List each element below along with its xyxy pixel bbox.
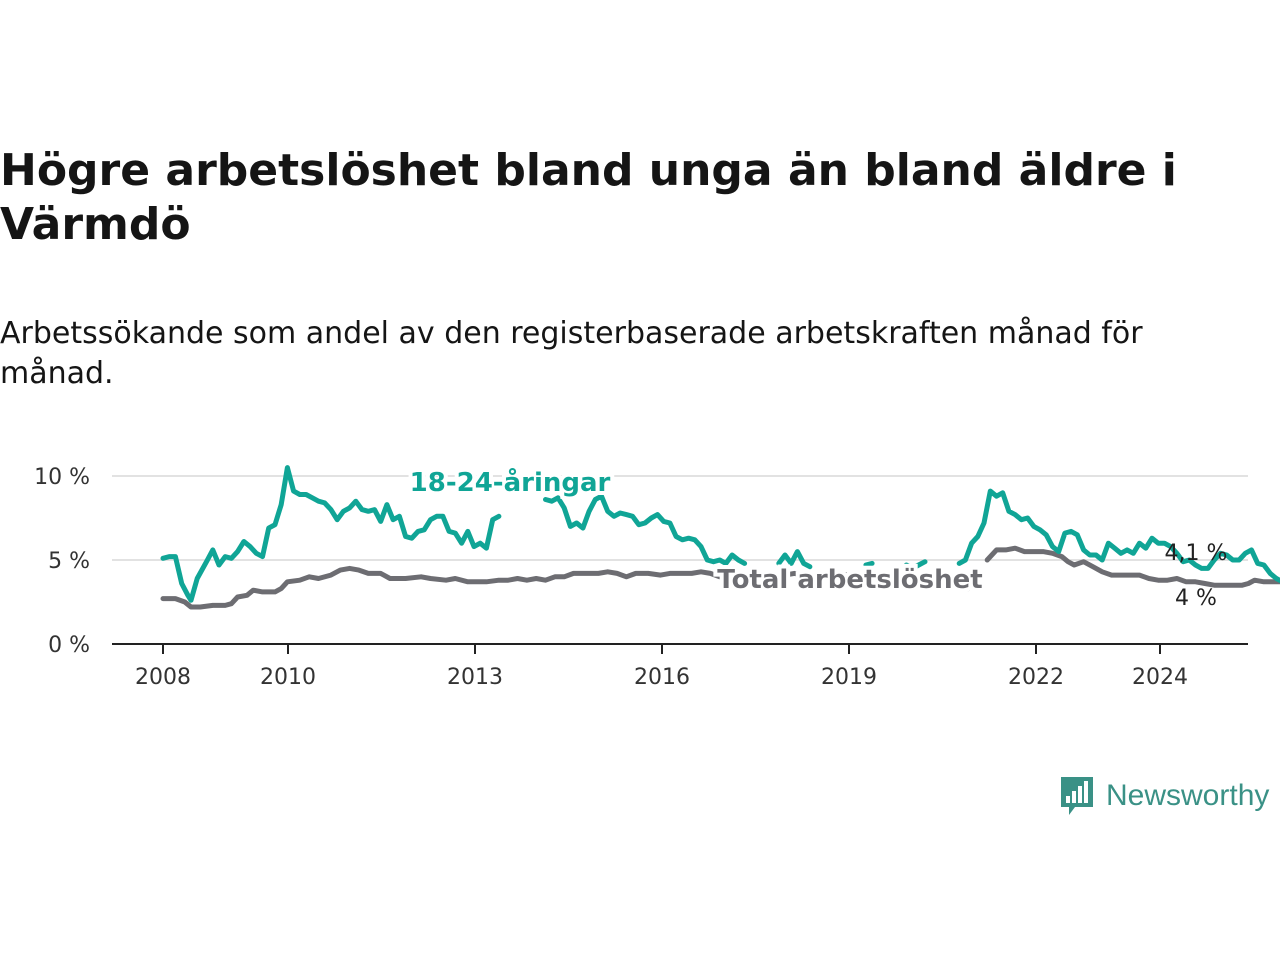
axes: 0 % 5 % 10 % 2008 2010 2013 2016 2019 2022 2024 [34,465,1248,690]
x-tick-label: 2010 [260,665,316,690]
total-series-label: Total arbetslöshet [717,565,982,595]
y-tick-label: 10 % [34,465,90,490]
newsworthy-bar-chart-icon [1061,777,1093,815]
series-labels: 18-24-åringar Total arbetslöshet 4,1 % 4 % [406,462,1228,611]
grid-lines [112,475,1248,561]
youth-series-line [543,493,748,566]
youth-series-line [776,549,813,570]
y-tick-label: 0 % [48,633,90,658]
x-tick-label: 2008 [135,665,191,690]
chart-subtitle: Arbetssökande som andel av den registerb… [0,316,1143,391]
total-series-line [984,545,1280,588]
chart-title: Högre arbetslöshet bland unga än bland ä… [0,145,1177,250]
logo-text: Newsworthy [1106,779,1270,812]
y-tick-label: 5 % [48,549,90,574]
newsworthy-logo: Newsworthy [1058,774,1269,818]
x-tick-label: 2013 [447,665,503,690]
x-tick-label: 2019 [821,665,877,690]
x-tick-label: 2016 [634,665,690,690]
youth-series-line [863,560,875,568]
x-tick-label: 2022 [1008,665,1064,690]
youth-series-line [160,465,502,603]
youth-series-label: 18-24-åringar [410,466,611,498]
youth-series-line [903,559,928,571]
youth-series-line [956,488,1280,584]
series-lines [160,465,1280,610]
x-tick-label: 2024 [1132,665,1188,690]
total-end-value-label: 4 % [1175,586,1217,611]
youth-end-value-label: 4,1 % [1165,541,1228,566]
total-series-line [160,565,971,610]
